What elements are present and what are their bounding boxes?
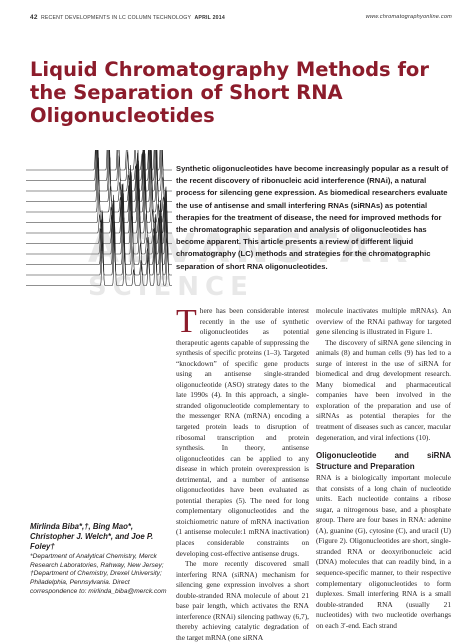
section-name: RECENT DEVELOPMENTS IN LC COLUMN TECHNOL… <box>40 15 192 21</box>
chromatogram-trace <box>26 160 172 234</box>
authors: Mirlinda Biba*,†, Bing Mao*, Christopher… <box>30 522 154 551</box>
issue-date: APRIL 2014 <box>194 15 225 21</box>
chromatogram-trace <box>26 150 172 223</box>
watermark: ADVANSTAR <box>88 226 414 272</box>
watermark: SCIENCE <box>88 272 254 302</box>
page-number: 42 <box>30 14 38 21</box>
chromatogram-trace <box>26 200 172 276</box>
drop-cap: T <box>176 306 197 340</box>
website: www.chromatographyonline.com <box>365 14 452 20</box>
paragraph: The discovery of siRNA gene silencing in… <box>316 337 451 442</box>
column: molecule inactivates multiple mRNAs). An… <box>316 306 451 642</box>
paragraph: The more recently discovered small inter… <box>176 559 309 642</box>
paragraph: molecule inactivates multiple mRNAs). An… <box>316 306 451 337</box>
section-heading: Oligonucleotide and siRNA Structure and … <box>316 451 451 471</box>
affiliations: *Department of Analytical Chemistry, Mer… <box>30 553 167 595</box>
article-title: Liquid Chromatography Methods for the Se… <box>30 58 429 127</box>
paragraph: here has been considerable interest rece… <box>176 306 309 558</box>
chromatogram-trace <box>26 172 172 244</box>
paragraph: RNA is a biologically important molecule… <box>316 473 451 630</box>
page-header: 42 RECENT DEVELOPMENTS IN LC COLUMN TECH… <box>30 14 225 21</box>
column: T here has been considerable interest re… <box>176 306 309 642</box>
chromatogram-trace <box>26 211 172 286</box>
abstract: Synthetic oligonucleotides have become i… <box>176 164 449 271</box>
chromatogram-trace <box>26 150 172 213</box>
chromatogram-illustration <box>26 150 172 286</box>
